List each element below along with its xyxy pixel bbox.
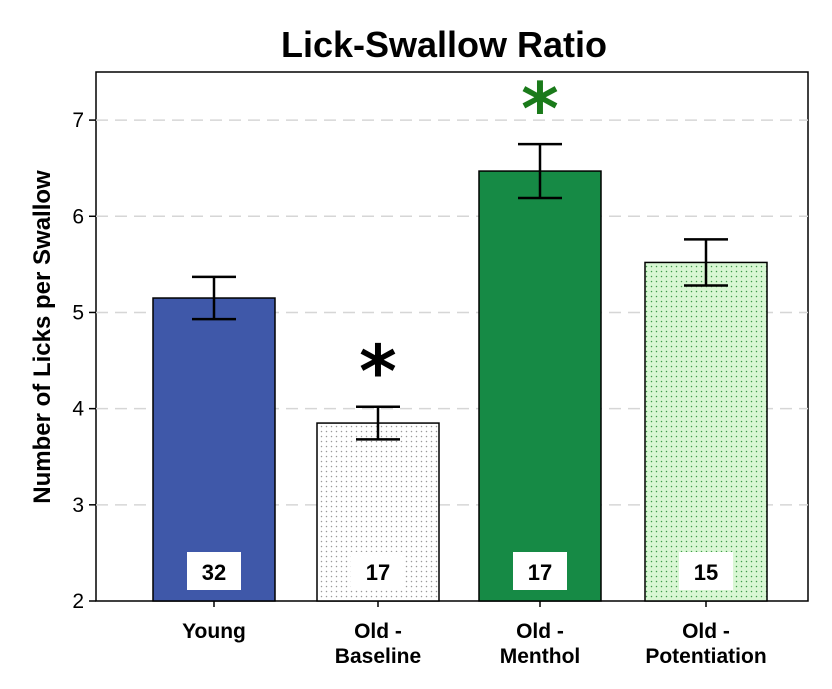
bars: [152, 170, 768, 602]
error-bars: [192, 142, 728, 441]
significance-star: *: [359, 330, 397, 414]
x-category-line: Old -: [354, 620, 402, 643]
x-category-line: Old -: [682, 620, 730, 643]
y-tick-label: 4: [72, 398, 84, 421]
y-tick-label: 3: [72, 494, 84, 517]
chart-title: Lick-Swallow Ratio: [281, 24, 607, 65]
significance-star: *: [521, 67, 559, 151]
x-category-line: Old -: [516, 620, 564, 643]
sample-size-box: [187, 552, 241, 590]
x-category-label: Old -Baseline: [335, 620, 421, 668]
sample-size-label: 32: [202, 560, 226, 585]
sample-size-label: 17: [528, 560, 552, 585]
x-category-label: Old -Potentiation: [645, 620, 766, 668]
y-tick-label: 6: [72, 205, 84, 228]
sample-size-labels: 32 17 17 15: [187, 552, 733, 590]
sample-size-box: [679, 552, 733, 590]
bar: [644, 261, 768, 602]
bar: [478, 170, 602, 602]
sample-size-box: [513, 552, 567, 590]
y-axis-ticks: 2 3 4 5 6 7: [72, 109, 96, 613]
x-category-label: Young: [182, 620, 246, 643]
significance-markers: **: [359, 67, 559, 414]
plot-frame: [95, 71, 809, 602]
x-category-line: Potentiation: [645, 645, 766, 668]
sample-size-label: 15: [694, 560, 718, 585]
y-tick-label: 2: [72, 590, 84, 613]
y-tick-label: 5: [72, 301, 84, 324]
y-axis-label: Number of Licks per Swallow: [29, 170, 56, 504]
x-category-label: Old -Menthol: [500, 620, 580, 668]
y-tick-label: 7: [72, 109, 84, 132]
bar: [152, 297, 276, 602]
x-category-line: Menthol: [500, 645, 580, 668]
sample-size-label: 17: [366, 560, 390, 585]
sample-size-box: [351, 552, 405, 590]
x-category-line: Baseline: [335, 645, 421, 668]
x-category-line: Young: [182, 620, 246, 643]
